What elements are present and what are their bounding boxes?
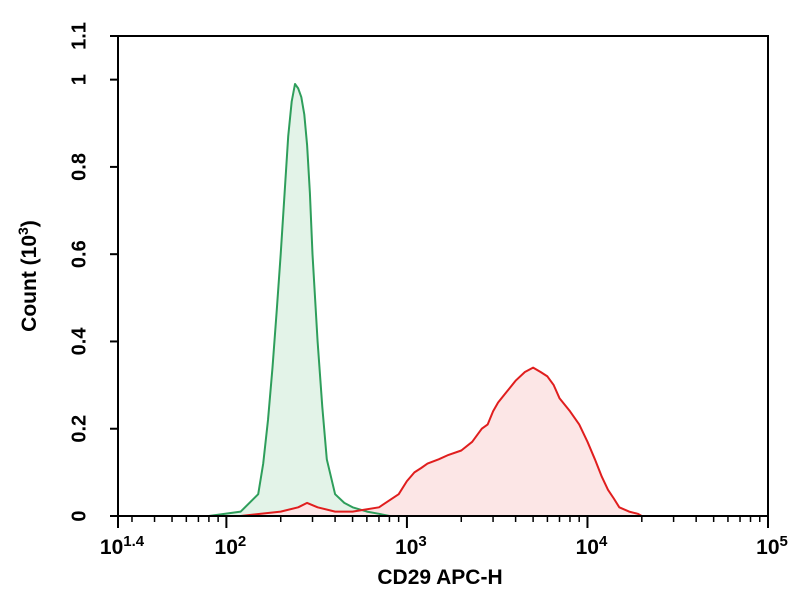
- x-axis: 101.4 102 103 104 105: [100, 516, 788, 559]
- y-tick-label: 0.8: [68, 153, 90, 181]
- y-tick-label: 0: [68, 510, 90, 521]
- series-1-area: [208, 84, 390, 516]
- y-tick-label: 1.1: [68, 22, 90, 50]
- x-tick-label: 101.4: [100, 533, 145, 559]
- x-tick-label: 102: [215, 533, 247, 559]
- x-tick-label: 104: [576, 533, 608, 559]
- series-2-area: [240, 367, 642, 516]
- y-tick-label: 0.2: [68, 415, 90, 443]
- series-1-line: [208, 83, 390, 517]
- y-axis-title: Count (103): [15, 220, 41, 332]
- plot-frame: [117, 35, 769, 517]
- y-tick-label: 0.6: [68, 240, 90, 268]
- x-axis-title: CD29 APC-H: [377, 566, 502, 589]
- plot-layer: [208, 83, 643, 517]
- y-tick-label: 1: [68, 74, 90, 85]
- y-tick-label: 0.4: [68, 327, 90, 356]
- x-tick-label: 103: [395, 533, 427, 559]
- y-axis: 0 0.2 0.4 0.6 0.8 1 1.1: [68, 22, 118, 522]
- x-tick-label: 105: [756, 533, 788, 559]
- series-2-line: [240, 366, 643, 517]
